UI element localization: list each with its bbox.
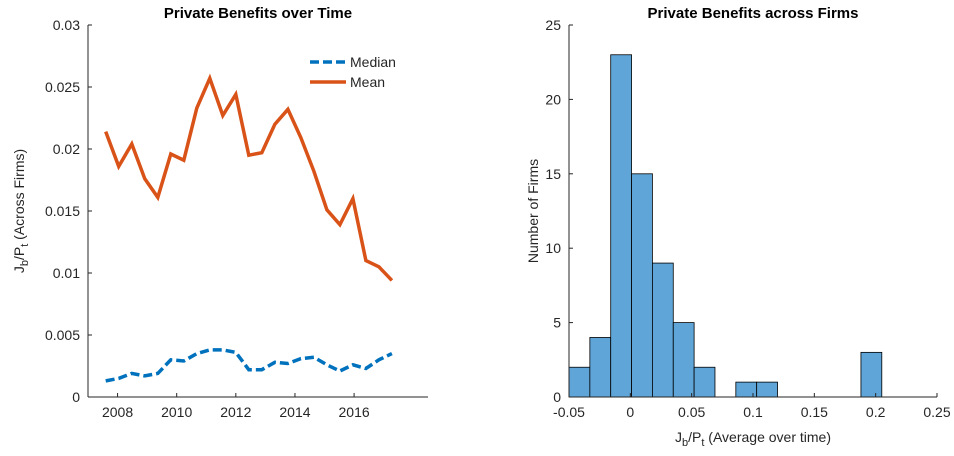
x-axis-label: Jb/Pt (Average over time) [675, 429, 831, 449]
y-tick-label: 0 [72, 389, 80, 405]
x-tick-label: -0.05 [553, 404, 585, 420]
y-axis-label-part: Number of Firms [525, 159, 541, 263]
y-axis-label-part: /P [11, 247, 27, 260]
histogram-bar [860, 351, 883, 398]
y-tick-label: 0.02 [53, 141, 80, 157]
x-tick-label: 0.1 [743, 404, 763, 420]
y-tick-label: 0.015 [45, 203, 80, 219]
x-tick-label: 0.25 [923, 404, 950, 420]
y-axis-label-part: (Across Firms) [11, 149, 27, 244]
y-axis-label-part: t [19, 244, 31, 247]
histogram-bar [652, 262, 674, 398]
line-series [105, 348, 393, 383]
x-tick-label: 2016 [339, 404, 370, 420]
y-tick-label: 0.005 [45, 327, 80, 343]
histogram-bar [589, 337, 612, 398]
histogram-bar [735, 381, 758, 398]
y-axis-label-part: J [11, 266, 27, 273]
x-tick-label: 0.2 [866, 404, 886, 420]
y-tick-label: 0 [553, 389, 561, 405]
y-tick-label: 25 [545, 17, 561, 33]
y-tick-label: 10 [545, 240, 561, 256]
x-axis-label-part: (Average over time) [704, 429, 831, 445]
legend-label: Mean [350, 74, 385, 90]
y-axis-label: Number of Firms [525, 159, 541, 263]
x-tick-label: 0.15 [801, 404, 828, 420]
x-tick-label: 0.05 [678, 404, 705, 420]
histogram-bar [631, 173, 653, 398]
x-tick-label: 2010 [161, 404, 192, 420]
legend-label: Median [350, 54, 396, 70]
x-tick-label: 2012 [220, 404, 251, 420]
line-series [104, 73, 394, 282]
x-tick-label: 2008 [102, 404, 133, 420]
y-axis-label: Jb/Pt (Across Firms) [11, 149, 31, 273]
x-tick-label: 2014 [279, 404, 310, 420]
chart-title: Private Benefits over Time [164, 5, 352, 22]
x-axis-label-part: /P [688, 429, 701, 445]
y-tick-label: 0.01 [53, 265, 80, 281]
x-axis-label-part: b [682, 437, 688, 449]
histogram-bar [568, 366, 591, 398]
x-tick-label: 0 [626, 404, 634, 420]
histogram-bar [672, 322, 695, 398]
y-axis-label-part: b [19, 260, 31, 266]
y-tick-label: 5 [553, 315, 561, 331]
x-axis-label-part: t [701, 437, 704, 449]
histogram-bar [610, 54, 632, 398]
chart-title: Private Benefits across Firms [648, 5, 859, 22]
y-tick-label: 20 [545, 91, 561, 107]
x-axis-label-part: J [675, 429, 682, 445]
y-tick-label: 15 [545, 166, 561, 182]
histogram-bar [693, 366, 716, 398]
y-tick-label: 0.03 [53, 17, 80, 33]
histogram-bar [756, 381, 778, 398]
y-tick-label: 0.025 [45, 79, 80, 95]
